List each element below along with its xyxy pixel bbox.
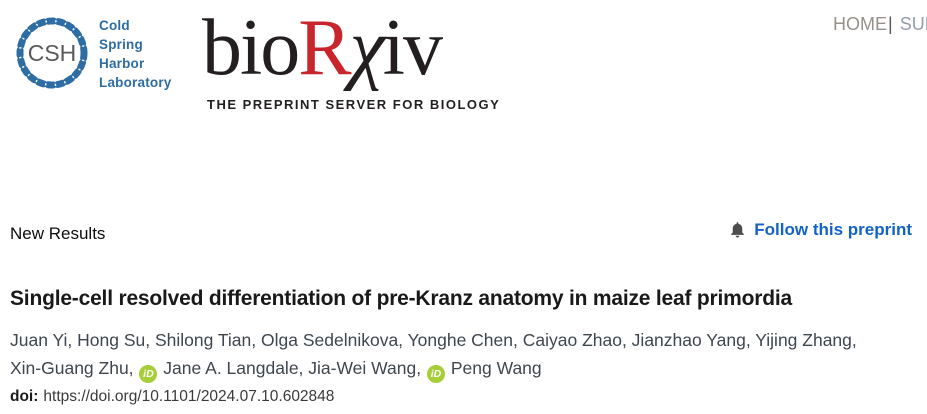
csh-lab-name: Cold Spring Harbor Laboratory xyxy=(99,13,172,92)
authors-line2-part1: Xin-Guang Zhu, xyxy=(10,357,134,378)
orcid-icon[interactable]: iD xyxy=(426,365,445,384)
biorxiv-chi: χ xyxy=(349,4,385,92)
authors-line2-part3: Peng Wang xyxy=(450,357,542,378)
csh-name-line: Harbor xyxy=(99,56,145,71)
authors-line2-part2: Jane A. Langdale, Jia-Wei Wang, xyxy=(163,357,422,378)
biorxiv-iv: iv xyxy=(382,4,443,92)
biorxiv-red-r: R xyxy=(298,4,351,92)
nav-separator: | xyxy=(888,14,893,34)
top-nav: HOME| SUB xyxy=(833,14,927,35)
biorxiv-tagline: THE PREPRINT SERVER FOR BIOLOGY xyxy=(207,97,501,112)
csh-name-line: Cold xyxy=(99,18,130,33)
section-label-new-results: New Results xyxy=(10,224,106,243)
orcid-icon[interactable]: iD xyxy=(139,365,158,384)
nav-home-link[interactable]: HOME xyxy=(833,14,887,34)
author-list: Juan Yi, Hong Su, Shilong Tian, Olga Sed… xyxy=(10,327,910,384)
biorxiv-wordmark: bioRχiv xyxy=(202,4,500,92)
page-title: Single-cell resolved differentiation of … xyxy=(10,287,792,311)
csh-logo[interactable]: CSH Cold Spring Harbor Laboratory xyxy=(12,13,172,93)
doi-label: doi: xyxy=(10,388,39,405)
orcid-id-glyph: iD xyxy=(430,367,442,380)
csh-dna-ring-icon: CSH xyxy=(16,17,88,89)
csh-name-line: Laboratory xyxy=(99,75,172,90)
follow-preprint-link[interactable]: Follow this preprint xyxy=(728,220,912,240)
bell-icon xyxy=(731,222,745,238)
csh-monogram: CSH xyxy=(28,40,77,66)
doi-url-link[interactable]: https://doi.org/10.1101/2024.07.10.60284… xyxy=(43,388,335,405)
csh-name-line: Spring xyxy=(99,37,143,52)
follow-preprint-label: Follow this preprint xyxy=(754,220,912,239)
orcid-id-glyph: iD xyxy=(143,367,154,380)
biorxiv-logo[interactable]: bioRχiv THE PREPRINT SERVER FOR BIOLOGY xyxy=(202,4,500,112)
nav-submit-link[interactable]: SUB xyxy=(899,14,927,34)
biorxiv-bio: bio xyxy=(202,4,300,92)
authors-line1: Juan Yi, Hong Su, Shilong Tian, Olga Sed… xyxy=(10,330,857,350)
doi-line: doi: https://doi.org/10.1101/2024.07.10.6… xyxy=(10,388,334,406)
